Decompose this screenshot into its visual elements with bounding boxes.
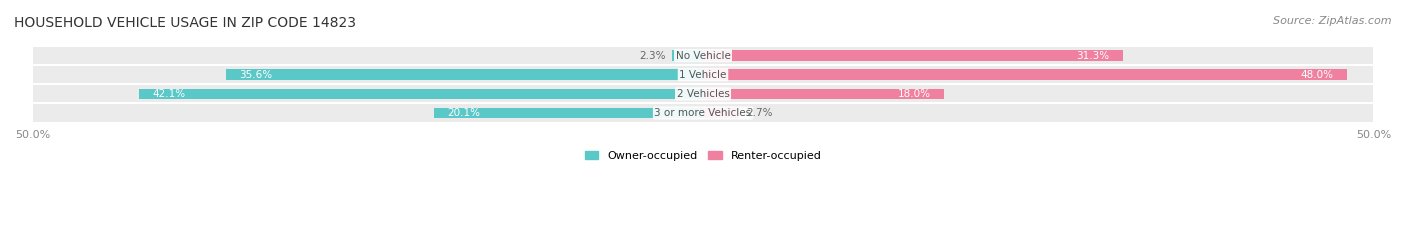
Bar [226,69,703,80]
Bar [703,89,945,99]
Text: HOUSEHOLD VEHICLE USAGE IN ZIP CODE 14823: HOUSEHOLD VEHICLE USAGE IN ZIP CODE 1482… [14,16,356,30]
Bar [703,50,1122,61]
Text: 1 Vehicle: 1 Vehicle [679,70,727,80]
Legend: Owner-occupied, Renter-occupied: Owner-occupied, Renter-occupied [581,146,825,165]
Text: 2 Vehicles: 2 Vehicles [676,89,730,99]
Bar [139,89,703,99]
Bar [32,66,1374,83]
Bar [32,85,1374,102]
Bar [433,108,703,118]
Text: 18.0%: 18.0% [898,89,931,99]
Bar [703,108,740,118]
Bar [672,50,703,61]
Text: No Vehicle: No Vehicle [675,51,731,61]
Bar [32,104,1374,122]
Text: 2.3%: 2.3% [638,51,665,61]
Bar [703,69,1347,80]
Text: Source: ZipAtlas.com: Source: ZipAtlas.com [1274,16,1392,26]
Text: 42.1%: 42.1% [152,89,186,99]
Text: 2.7%: 2.7% [747,108,772,118]
Text: 48.0%: 48.0% [1301,70,1333,80]
Text: 31.3%: 31.3% [1076,51,1109,61]
Bar [32,47,1374,64]
Text: 20.1%: 20.1% [447,108,479,118]
Text: 3 or more Vehicles: 3 or more Vehicles [654,108,752,118]
Text: 35.6%: 35.6% [239,70,273,80]
